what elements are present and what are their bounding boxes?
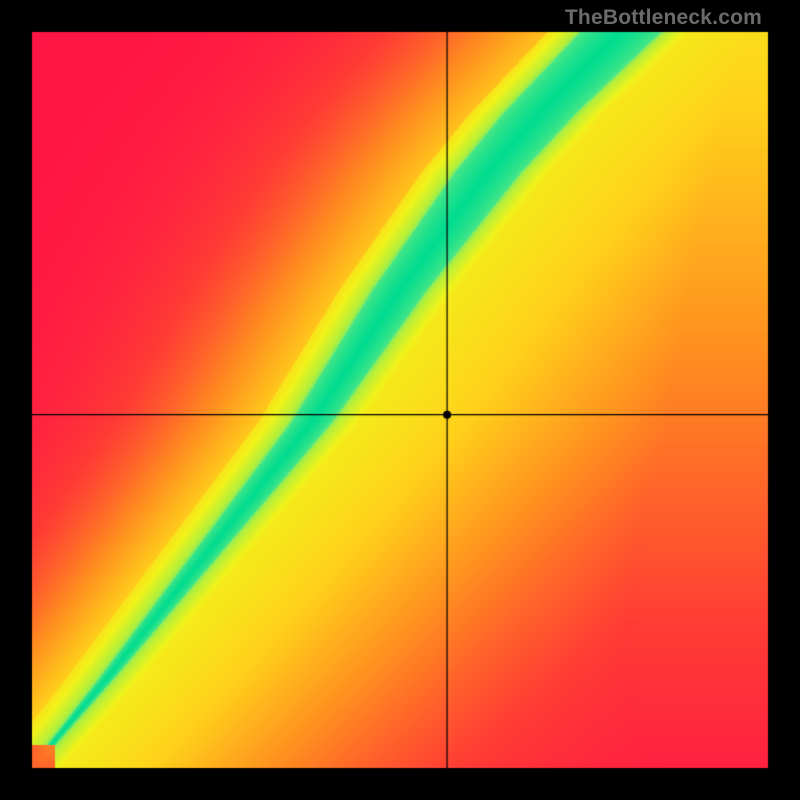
heatmap-canvas [0, 0, 800, 800]
watermark-text: TheBottleneck.com [565, 6, 762, 30]
chart-container: TheBottleneck.com [0, 0, 800, 800]
